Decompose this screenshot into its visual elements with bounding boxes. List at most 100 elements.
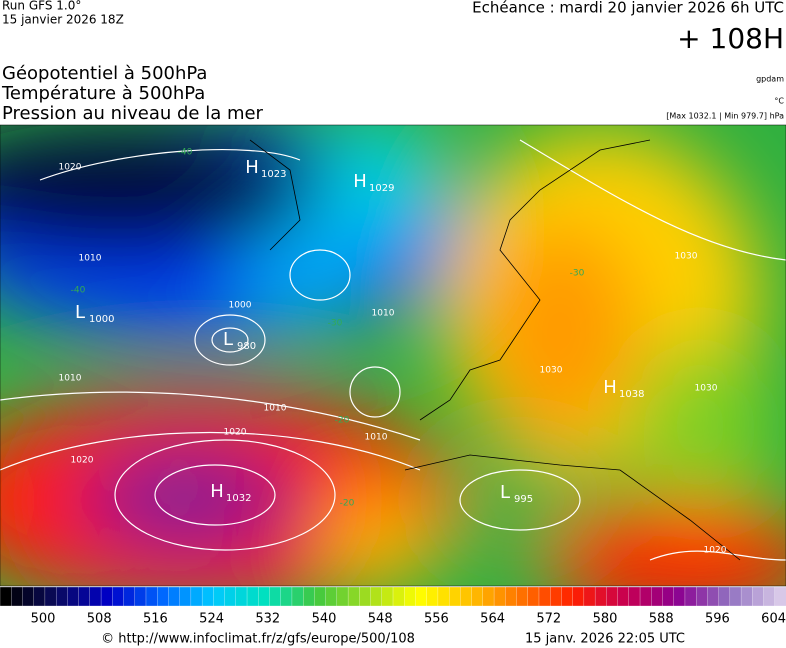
colorbar-swatch — [696, 586, 709, 607]
colorbar-label: 516 — [143, 612, 168, 627]
temperature-label: -30 — [328, 319, 343, 329]
colorbar-swatch — [651, 586, 664, 607]
isobar-label: 1030 — [540, 366, 563, 376]
colorbar-label: 588 — [649, 612, 674, 627]
center-type: L — [223, 329, 233, 350]
isobar-label: 1020 — [59, 163, 82, 173]
center-value: 1029 — [369, 183, 394, 194]
colorbar-swatch — [505, 586, 518, 607]
colorbar-swatch — [493, 586, 506, 607]
colorbar-swatch — [201, 586, 214, 607]
colorbar-swatch — [437, 586, 450, 607]
colorbar-swatch — [662, 586, 675, 607]
temperature-label: -40 — [178, 148, 193, 158]
footer-url: © http://www.infoclimat.fr/z/gfs/europe/… — [101, 632, 415, 647]
colorbar-swatch — [347, 586, 360, 607]
colorbar-label: 564 — [480, 612, 505, 627]
colorbar-swatch — [359, 586, 372, 607]
colorbar-swatch — [381, 586, 394, 607]
colorbar-swatch — [673, 586, 686, 607]
temperature-label: -40 — [71, 286, 86, 296]
isobar-label: 1030 — [695, 384, 718, 394]
colorbar-swatch — [123, 586, 136, 607]
colorbar-swatch — [336, 586, 349, 607]
isobar-label: 1020 — [704, 546, 727, 556]
colorbar-swatch — [572, 586, 585, 607]
isobar-label: 1010 — [365, 433, 388, 443]
isobar-label: 1010 — [79, 254, 102, 264]
colorbar-label: 580 — [593, 612, 618, 627]
colorbar-swatch — [482, 586, 495, 607]
colorbar-swatch — [258, 586, 271, 607]
center-value: 1023 — [261, 169, 286, 180]
colorbar-swatch — [224, 586, 237, 607]
colorbar-swatch — [325, 586, 338, 607]
colorbar-swatch — [370, 586, 383, 607]
colorbar-swatch — [763, 586, 776, 607]
center-value: 1000 — [89, 314, 114, 325]
colorbar-label: 508 — [87, 612, 112, 627]
center-type: L — [75, 302, 85, 323]
colorbar-label: 556 — [424, 612, 449, 627]
colorbar-swatch — [606, 586, 619, 607]
colorbar-swatch — [617, 586, 630, 607]
title: Température à 500hPa — [1, 83, 205, 104]
colorbar-swatch — [55, 586, 69, 607]
temperature-label: -20 — [340, 499, 355, 509]
isobar-label: 1020 — [224, 428, 247, 438]
unit: [Max 1032.1 | Min 979.7] hPa — [666, 112, 784, 121]
echeance: Echéance : mardi 20 janvier 2026 6h UTC — [472, 0, 784, 17]
center-value: 1038 — [619, 389, 644, 400]
colorbar-swatch — [303, 586, 316, 607]
run: Run GFS 1.0° — [2, 0, 81, 13]
colorbar-swatch — [280, 586, 293, 607]
colorbar-swatch — [628, 586, 641, 607]
colorbar-label: 500 — [31, 612, 56, 627]
colorbar-swatch — [527, 586, 540, 607]
unit: gpdam — [756, 75, 784, 84]
colorbar-swatch — [639, 586, 652, 607]
colorbar-label: 540 — [312, 612, 337, 627]
colorbar-swatch — [740, 586, 753, 607]
colorbar-swatch — [246, 586, 259, 607]
colorbar-swatch — [774, 586, 786, 607]
colorbar-swatch — [89, 586, 102, 607]
colorbar-label: 572 — [536, 612, 561, 627]
colorbar-swatch — [516, 586, 529, 607]
colorbar-swatch — [314, 586, 327, 607]
colorbar-swatch — [145, 586, 158, 607]
colorbar-swatch — [561, 586, 574, 607]
colorbar-swatch — [235, 586, 248, 607]
isobar-label: 1010 — [372, 309, 395, 319]
isobar-label: 1010 — [264, 404, 287, 414]
footer-date: 15 janv. 2026 22:05 UTC — [525, 632, 685, 647]
lead-time: + 108H — [677, 22, 784, 55]
center-type: H — [603, 377, 617, 398]
colorbar-swatch — [44, 586, 57, 607]
colorbar-swatch — [269, 586, 282, 607]
center-type: H — [245, 157, 259, 178]
center-value: 995 — [514, 494, 533, 505]
colorbar-swatch — [100, 586, 113, 607]
colorbar-swatch — [392, 586, 405, 607]
colorbar-swatch — [707, 586, 720, 607]
colorbar-swatch — [22, 586, 35, 607]
center-value: 980 — [237, 341, 256, 352]
colorbar-swatch — [426, 586, 439, 607]
map-frame — [0, 124, 786, 587]
isobar-label: 1010 — [59, 374, 82, 384]
colorbar-label: 548 — [368, 612, 393, 627]
isobars — [0, 139, 786, 561]
colorbar-swatch — [752, 586, 765, 607]
center-type: H — [210, 481, 224, 502]
colorbar-swatch — [538, 586, 551, 607]
colorbar-swatch — [168, 586, 181, 607]
isobar-label: 1020 — [71, 456, 94, 466]
colorbar-label: 604 — [761, 612, 786, 627]
colorbar-swatch — [583, 586, 596, 607]
colorbar-swatch — [157, 586, 170, 607]
colorbar-swatch — [291, 586, 304, 607]
colorbar-swatch — [213, 586, 226, 607]
center-type: H — [353, 171, 367, 192]
